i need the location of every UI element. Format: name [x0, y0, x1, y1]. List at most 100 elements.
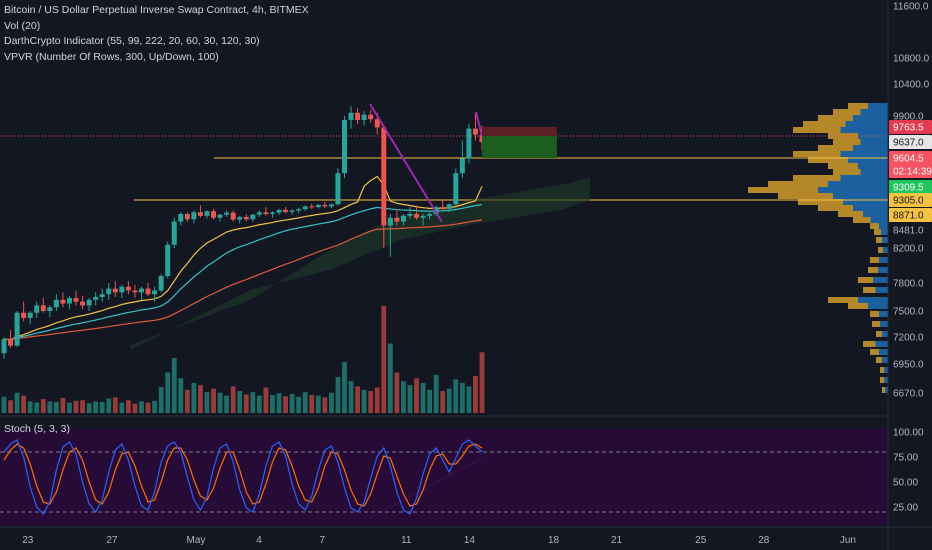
vpvr-bar-down: [793, 151, 841, 157]
volume-bar: [296, 396, 302, 413]
price-tag-label: 8871.0: [893, 211, 924, 222]
candle-body: [400, 215, 406, 222]
candle-body: [296, 209, 302, 211]
price-tag-bg: [889, 193, 932, 207]
candle-body: [361, 114, 367, 121]
price-tag-bg: [889, 208, 932, 222]
vpvr-bar-down: [838, 211, 863, 217]
candle-body: [197, 212, 203, 216]
indicator-cloud: [130, 178, 590, 350]
volume-bar: [224, 395, 230, 413]
time-tick: 14: [464, 535, 476, 546]
candle-body: [53, 299, 59, 308]
volume-bar: [21, 395, 27, 413]
time-tick: May: [187, 535, 206, 546]
time-tick: 28: [758, 535, 770, 546]
candle-body: [112, 288, 118, 293]
volume-bar: [126, 400, 131, 413]
vpvr-bar-down: [868, 267, 878, 273]
volume-bar: [355, 386, 360, 413]
candle-body: [414, 213, 420, 218]
volume-bar: [14, 392, 20, 413]
volume-bar: [139, 401, 144, 413]
vpvr-bar-down: [833, 109, 861, 115]
vpvr-bar-up: [882, 237, 888, 243]
volume-bar: [60, 397, 66, 413]
price-tag-label: 02:14:39: [893, 167, 932, 178]
vpvr-bar-up: [833, 193, 888, 199]
candle-body: [139, 288, 145, 293]
volume-bar: [198, 385, 203, 413]
vpvr-bar-down: [876, 331, 882, 337]
stoch-tick: 50.00: [893, 478, 918, 489]
candle-body: [106, 288, 112, 295]
vpvr-bar-down: [870, 257, 879, 263]
vpvr-bar-up: [853, 205, 888, 211]
vpvr-bar-up: [818, 187, 888, 193]
stoch-tick: 75.00: [893, 453, 918, 464]
price-tick: 6950.0: [893, 360, 924, 371]
volume-bar: [211, 388, 216, 413]
vpvr-bar-down: [833, 139, 861, 145]
volume-bar: [446, 388, 452, 413]
vpvr-bar-down: [778, 193, 833, 199]
price-tag-bg: [889, 151, 932, 165]
symbol-title[interactable]: Bitcoin / US Dollar Perpetual Inverse Sw…: [4, 4, 309, 16]
vpvr-bar-up: [884, 367, 888, 373]
candle-body: [224, 212, 230, 215]
volume-bar: [368, 391, 374, 413]
candle-body: [289, 210, 295, 212]
volume-bar: [237, 391, 243, 413]
volume-bar: [152, 400, 158, 413]
volume-bar: [453, 379, 459, 413]
volume-bar: [289, 393, 295, 413]
time-tick: 4: [256, 535, 262, 546]
candle-body: [21, 312, 27, 318]
vpvr-bar-up: [878, 267, 888, 273]
vpvr-bar-up: [883, 247, 888, 253]
legend-vpvr[interactable]: VPVR (Number Of Rows, 300, Up/Down, 100): [4, 50, 219, 63]
price-tick: 8200.0: [893, 244, 924, 255]
legend: Bitcoin / US Dollar Perpetual Inverse Sw…: [4, 3, 309, 65]
candle-body: [368, 114, 374, 120]
volume-bar: [204, 392, 210, 413]
volume-bar: [315, 395, 321, 413]
volume-bar: [132, 403, 138, 413]
volume-bar: [473, 375, 478, 413]
price-tag-label: 9763.5: [893, 123, 924, 134]
target-zone: [482, 136, 557, 158]
vpvr-bar-up: [868, 103, 888, 109]
candle-body: [341, 120, 347, 174]
candle-body: [381, 127, 387, 226]
vpvr-bar-down: [876, 237, 882, 243]
vpvr-bar-down: [793, 127, 841, 133]
volume-bar: [342, 362, 347, 413]
vpvr-bar-up: [840, 127, 888, 133]
legend-darth[interactable]: DarthCrypto Indicator (55, 99, 222, 20, …: [4, 35, 260, 47]
volume-bar: [178, 378, 184, 413]
time-tick: 21: [611, 535, 623, 546]
price-tags: 9763.5 9637.0 9604.5 02:14:39 9309.5 9305.0 88…: [889, 120, 932, 222]
vpvr-bar-up: [860, 109, 888, 115]
candle-body: [269, 212, 275, 214]
candle-body: [145, 288, 151, 295]
moving-averages: [3, 175, 483, 341]
trendline-short: [475, 111, 483, 137]
candle-body: [171, 221, 177, 245]
vpvr-bar-up: [863, 211, 888, 217]
volume-bar: [1, 396, 7, 413]
stop-zone: [482, 127, 557, 136]
stoch-title[interactable]: Stoch (5, 3, 3): [4, 423, 70, 435]
candle-body: [446, 204, 452, 209]
volume-bar: [27, 401, 33, 413]
volume-bar: [401, 381, 406, 413]
legend-vol[interactable]: Vol (20): [4, 19, 41, 32]
candle-body: [309, 206, 315, 208]
vpvr-bar-down: [808, 157, 848, 163]
candle-body: [165, 244, 171, 276]
stoch-tick: 25.00: [893, 503, 918, 514]
vpvr-bar-down: [870, 223, 879, 229]
candle-body: [34, 305, 40, 313]
candle-body: [427, 213, 433, 216]
